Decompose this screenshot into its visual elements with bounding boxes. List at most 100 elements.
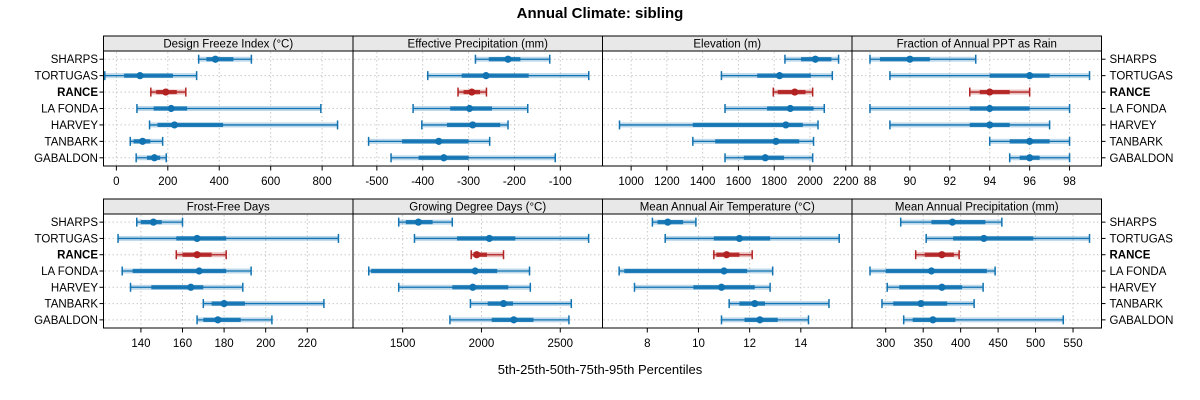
page-title: Annual Climate: sibling xyxy=(516,5,684,22)
site-label-left-gabaldon-row1: GABALDON xyxy=(34,315,98,327)
strip-fraction-of-annual-ppt-as-rain xyxy=(851,35,1102,52)
axis-tick-label-fraction-of-annual-ppt-as-rain: 92 xyxy=(943,176,956,188)
site-label-right-harvey-row1: HARVEY xyxy=(1110,282,1157,294)
band-25-75 xyxy=(124,73,173,78)
axis-tick-label-frost-free-days: 160 xyxy=(173,338,192,350)
median-dot-tortugas xyxy=(136,72,144,80)
median-dot-gabaldon xyxy=(756,316,764,324)
median-dot-sharps xyxy=(664,218,672,226)
median-dot-harvey xyxy=(187,283,195,291)
axis-tick-label-frost-free-days: 140 xyxy=(131,338,150,350)
axis-tick-label-mean-annual-air-temperature-c: 10 xyxy=(692,338,705,350)
band-25-75 xyxy=(899,285,963,290)
median-dot-tanbark xyxy=(499,299,508,308)
median-dot-sharps xyxy=(948,218,956,226)
median-dot-tanbark xyxy=(220,299,228,308)
band-25-75 xyxy=(953,236,1034,241)
axis-tick-label-effective-precipitation-mm: -400 xyxy=(411,176,434,188)
axis-tick-label-elevation-m: 1600 xyxy=(726,176,752,188)
median-dot-harvey xyxy=(469,283,477,291)
site-label-left-rance-row0: RANCE xyxy=(57,87,98,99)
median-dot-gabaldon xyxy=(1026,154,1034,162)
axis-tick-label-mean-annual-precipitation-mm: 350 xyxy=(914,338,933,350)
band-25-75 xyxy=(989,73,1050,78)
median-dot-rance xyxy=(938,251,946,259)
band-25-75 xyxy=(371,268,498,274)
band-25-75 xyxy=(461,73,529,78)
strip-title-mean-annual-air-temperature-c: Mean Annual Air Temperature (°C) xyxy=(640,202,815,214)
axis-tick-label-fraction-of-annual-ppt-as-rain: 88 xyxy=(864,176,877,188)
axis-tick-label-effective-precipitation-mm: -100 xyxy=(549,176,572,188)
axis-tick-label-fraction-of-annual-ppt-as-rain: 96 xyxy=(1023,176,1036,188)
median-dot-rance xyxy=(723,251,731,259)
median-dot-tanbark xyxy=(1026,137,1034,145)
site-label-right-rance-row1: RANCE xyxy=(1110,250,1151,262)
median-dot-sharps xyxy=(414,218,423,226)
median-dot-tortugas xyxy=(193,234,201,243)
median-dot-la-fonda xyxy=(720,267,728,275)
site-label-right-gabaldon-row1: GABALDON xyxy=(1110,315,1174,327)
median-dot-sharps xyxy=(504,55,512,63)
median-dot-tortugas xyxy=(775,72,784,80)
median-dot-rance xyxy=(193,251,201,259)
percentile-caption: 5th-25th-50th-75th-95th Percentiles xyxy=(497,362,703,377)
band-25-75 xyxy=(692,122,803,128)
axis-tick-label-frost-free-days: 180 xyxy=(214,338,233,350)
median-dot-harvey xyxy=(170,121,179,129)
median-dot-gabaldon xyxy=(929,316,937,324)
median-dot-la-fonda xyxy=(986,104,994,113)
median-dot-la-fonda xyxy=(195,267,203,275)
median-dot-sharps xyxy=(211,55,219,63)
axis-tick-label-elevation-m: 1000 xyxy=(618,176,644,188)
median-dot-sharps xyxy=(149,218,157,226)
site-label-left-tanbark-row1: TANBARK xyxy=(45,299,99,311)
axis-tick-label-fraction-of-annual-ppt-as-rain: 98 xyxy=(1063,176,1076,188)
band-25-75 xyxy=(452,285,509,290)
strip-title-effective-precipitation-mm: Effective Precipitation (mm) xyxy=(408,39,549,51)
median-dot-harvey xyxy=(782,121,790,129)
axis-tick-label-design-freeze-index-c: 400 xyxy=(210,176,229,188)
site-label-right-la-fonda-row1: LA FONDA xyxy=(1110,266,1167,278)
axis-tick-label-fraction-of-annual-ppt-as-rain: 94 xyxy=(983,176,996,188)
median-dot-la-fonda xyxy=(786,104,794,113)
axis-tick-label-effective-precipitation-mm: -300 xyxy=(457,176,480,188)
band-25-75 xyxy=(151,285,204,290)
site-label-left-rance-row1: RANCE xyxy=(57,250,98,262)
strip-title-design-freeze-index-c: Design Freeze Index (°C) xyxy=(163,39,293,51)
axis-tick-label-design-freeze-index-c: 800 xyxy=(313,176,332,188)
band-25-75 xyxy=(211,301,245,306)
site-label-left-harvey-row0: HARVEY xyxy=(51,120,98,132)
axis-tick-label-growing-degree-days-c: 2000 xyxy=(469,338,495,350)
strip-title-fraction-of-annual-ppt-as-rain: Fraction of Annual PPT as Rain xyxy=(897,39,1057,51)
axis-tick-label-frost-free-days: 220 xyxy=(298,338,317,350)
axis-tick-label-growing-degree-days-c: 2500 xyxy=(547,338,573,350)
axis-tick-label-design-freeze-index-c: 0 xyxy=(113,176,119,188)
median-dot-harvey xyxy=(986,121,994,129)
median-dot-gabaldon xyxy=(150,154,159,162)
band-25-75 xyxy=(203,317,241,322)
median-dot-gabaldon xyxy=(761,154,769,162)
site-label-left-sharps-row1: SHARPS xyxy=(51,217,99,229)
median-dot-gabaldon xyxy=(440,154,448,162)
axis-tick-label-elevation-m: 1200 xyxy=(654,176,680,188)
site-label-left-tanbark-row0: TANBARK xyxy=(45,136,99,148)
band-25-75 xyxy=(969,106,1030,111)
site-label-right-sharps-row1: SHARPS xyxy=(1110,217,1158,229)
median-dot-gabaldon xyxy=(214,316,222,324)
axis-tick-label-elevation-m: 1800 xyxy=(761,176,787,188)
axis-tick-label-design-freeze-index-c: 200 xyxy=(158,176,177,188)
median-dot-rance xyxy=(986,88,994,96)
band-25-75 xyxy=(931,220,986,225)
median-dot-rance xyxy=(473,251,481,259)
axis-tick-label-mean-annual-precipitation-mm: 500 xyxy=(1026,338,1045,350)
band-25-75 xyxy=(624,268,748,274)
site-label-left-la-fonda-row0: LA FONDA xyxy=(41,104,98,116)
site-label-right-la-fonda-row0: LA FONDA xyxy=(1110,104,1167,116)
median-dot-tanbark xyxy=(435,137,443,145)
band-25-75 xyxy=(206,57,234,62)
band-25-75 xyxy=(176,236,227,241)
median-dot-tanbark xyxy=(917,299,925,308)
median-dot-rance xyxy=(162,88,170,96)
